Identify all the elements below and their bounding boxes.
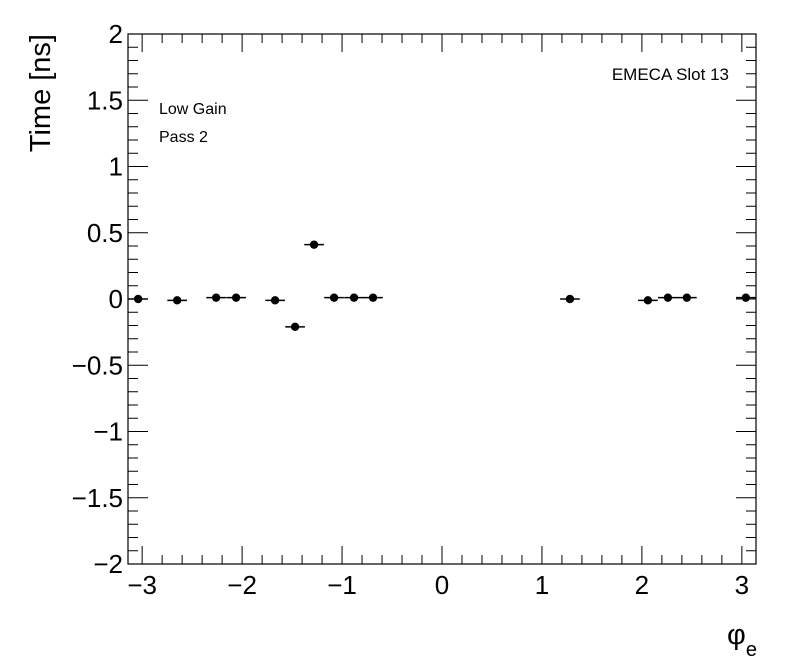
y-tick-label: 0: [109, 284, 123, 314]
data-point: [324, 293, 344, 302]
y-tick-label: −2: [93, 549, 123, 579]
data-point: [304, 240, 324, 249]
data-point-marker: [329, 293, 339, 302]
data-point-marker: [682, 293, 692, 302]
data-markers: [128, 240, 756, 332]
data-point: [206, 293, 226, 302]
x-tick-label: 0: [435, 570, 449, 600]
data-point-marker: [741, 293, 751, 302]
y-tick-label: 1.5: [87, 85, 123, 115]
data-point-marker: [643, 296, 653, 305]
x-tick-label: 3: [735, 570, 749, 600]
x-tick-label: −3: [127, 570, 157, 600]
y-tick-label: 0.5: [87, 218, 123, 248]
data-point-marker: [349, 293, 359, 302]
data-point: [363, 293, 383, 302]
data-point-marker: [309, 240, 319, 249]
y-tick-label: −1: [93, 417, 123, 447]
data-point-marker: [133, 294, 143, 304]
x-tick-label: 2: [635, 570, 649, 600]
x-tick-label: 1: [535, 570, 549, 600]
data-point: [226, 293, 246, 302]
data-point-marker: [663, 293, 673, 302]
data-point-marker: [565, 294, 575, 304]
x-axis-title-symbol: φ: [727, 619, 746, 651]
data-point: [344, 293, 364, 302]
data-point-marker: [172, 296, 182, 305]
data-point-marker: [231, 293, 241, 302]
y-tick-label: −1.5: [72, 483, 123, 513]
axis-ticks: [128, 33, 756, 565]
x-axis-title-subscript: e: [746, 639, 757, 661]
annotation-gain: Low Gain: [159, 101, 227, 118]
y-tick-label: −0.5: [72, 350, 123, 380]
data-point: [560, 294, 580, 304]
annotation-slot: EMECA Slot 13: [612, 65, 729, 84]
x-tick-label: −2: [227, 570, 257, 600]
data-point: [638, 296, 658, 305]
y-tick-label: 1: [109, 152, 123, 182]
y-tick-label: 2: [109, 19, 123, 49]
x-tick-label: −1: [327, 570, 357, 600]
axis-tick-labels: −3 −2 −1 0 1 2 3−2−1.5−1−0.500.511.52: [72, 19, 749, 600]
data-point: [128, 294, 148, 304]
y-axis-title: Time [ns]: [25, 34, 57, 152]
data-point-marker: [290, 322, 300, 332]
data-point: [285, 322, 305, 332]
data-point: [736, 293, 756, 302]
annotation-pass: Pass 2: [159, 129, 208, 146]
data-point-marker: [270, 296, 280, 305]
data-point: [167, 296, 187, 305]
x-axis-title: φe: [727, 619, 757, 661]
data-point: [677, 293, 697, 302]
data-point: [658, 293, 678, 302]
data-point: [265, 296, 285, 305]
data-point-marker: [211, 293, 221, 302]
data-point-marker: [368, 293, 378, 302]
